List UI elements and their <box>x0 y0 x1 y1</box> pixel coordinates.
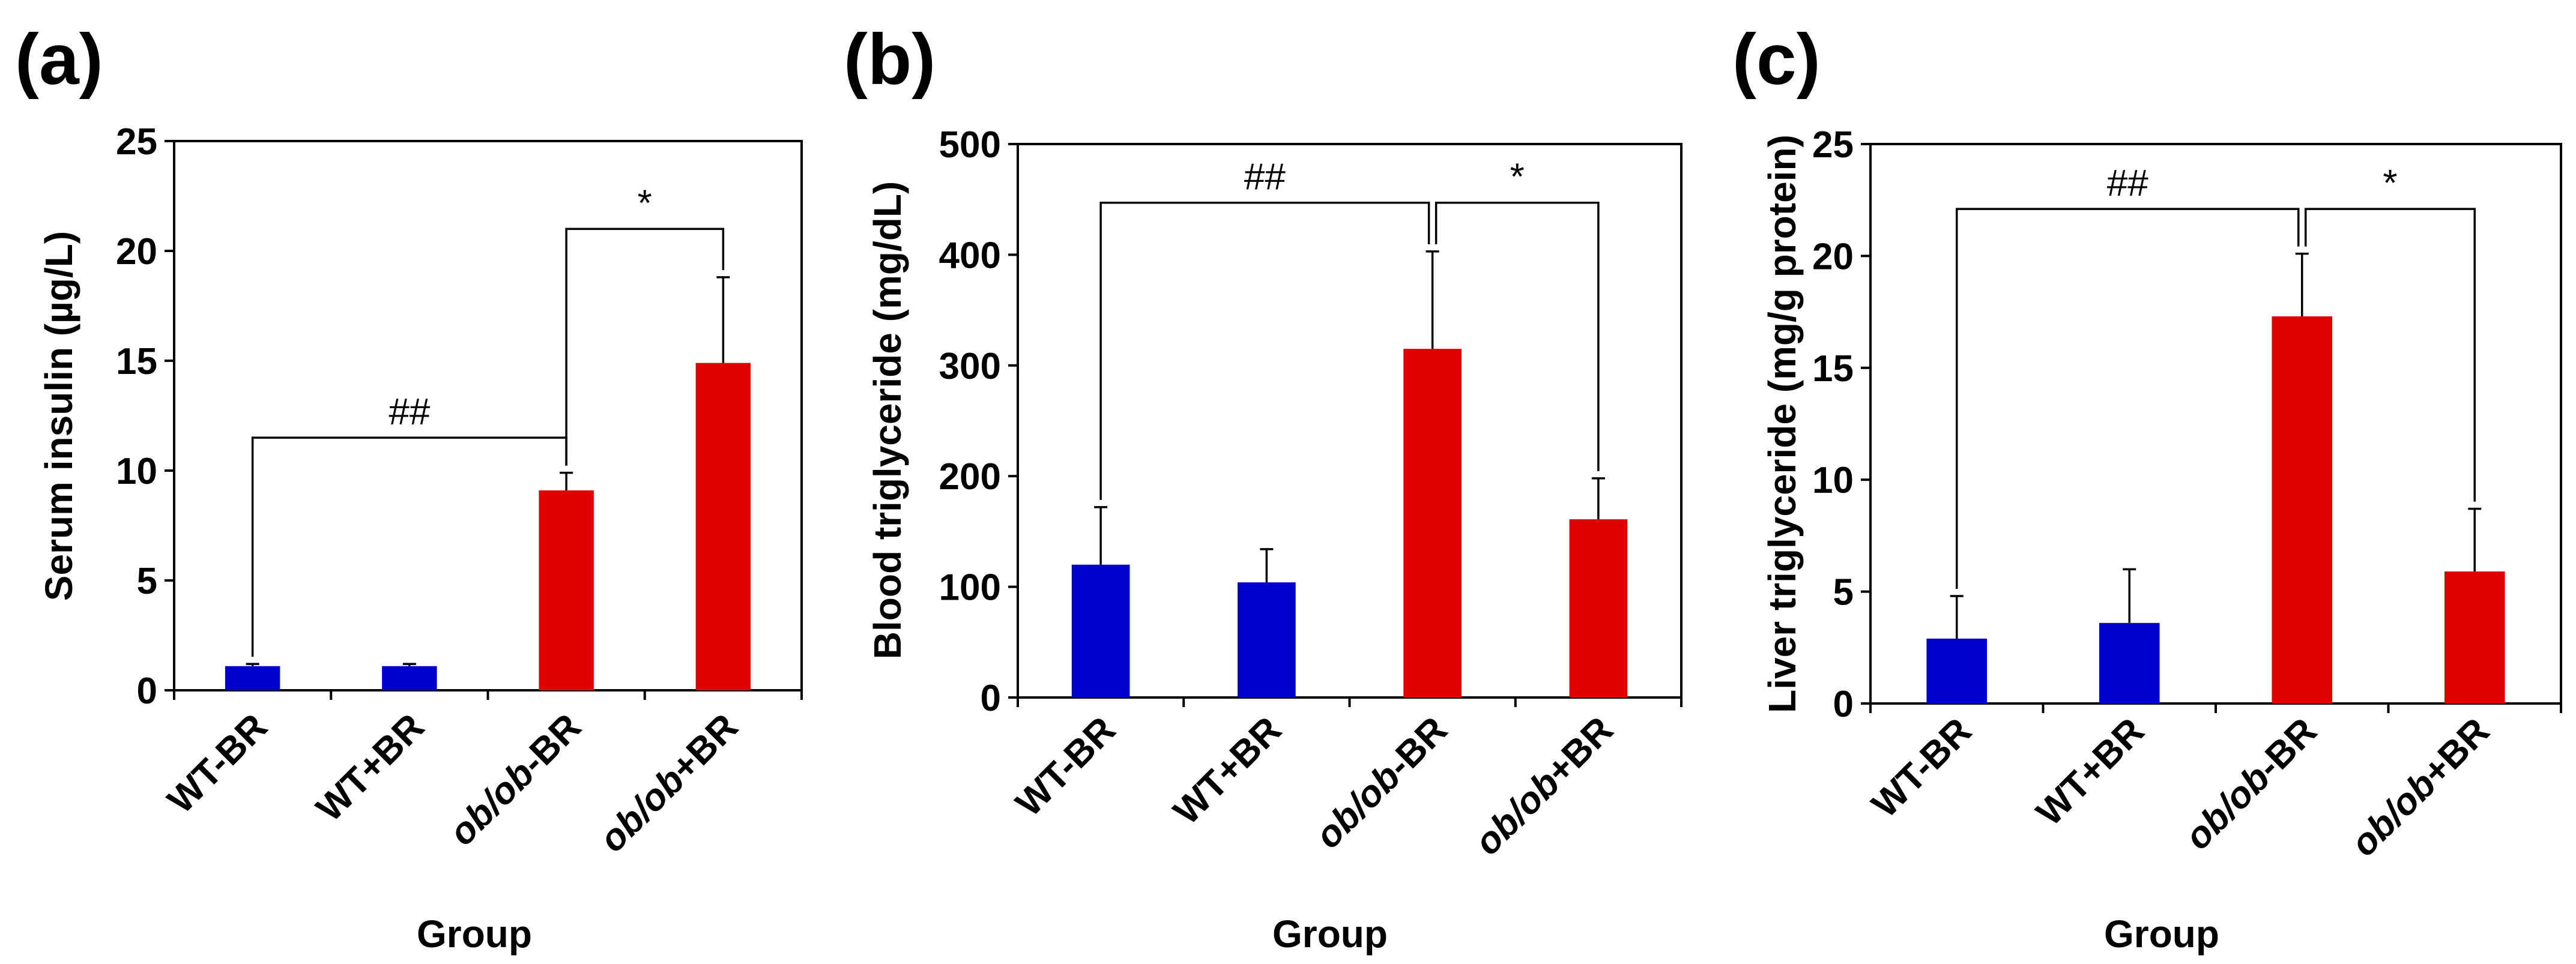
y-tick-label: 0 <box>981 678 1001 719</box>
bar <box>382 666 437 690</box>
chart-panel-3: (c) 0 5 10 15 20 25 ## * WT-BR WT+BR ob/ob-BRob/ob+… <box>1732 19 2562 956</box>
y-tick-label: 300 <box>939 346 1001 387</box>
significance-bracket <box>2305 208 2476 502</box>
bar <box>1071 564 1130 697</box>
y-tick-label: 15 <box>116 341 157 382</box>
bar <box>1238 582 1296 697</box>
significance-label: * <box>2383 163 2397 204</box>
x-category-label: WT-BR <box>1008 709 1123 824</box>
significance-label: ## <box>389 391 430 433</box>
bar <box>1926 638 1988 703</box>
significance-label: * <box>638 182 652 224</box>
x-category-label: ob/ob-BR <box>2177 710 2325 858</box>
panel-label: (b) <box>844 19 936 100</box>
significance-label: ## <box>2107 163 2148 204</box>
y-tick-label: 5 <box>137 561 157 602</box>
bar <box>1569 519 1628 697</box>
significance-bracket <box>565 227 725 466</box>
x-category-label: WT-BR <box>160 706 275 821</box>
bar <box>1403 349 1462 697</box>
y-tick-label: 0 <box>1833 684 1854 725</box>
y-tick-label: 25 <box>1812 124 1854 166</box>
y-tick-label: 400 <box>939 235 1001 276</box>
chart-panel-1: (a) 0 5 10 15 20 25 ## * WT-BR WT+BR ob/ob-BRob/ob+… <box>15 19 803 956</box>
significance-label: ## <box>1244 157 1286 198</box>
x-category-label: ob/ob-BR <box>1308 709 1456 857</box>
y-axis-label: Serum insulin (µg/L) <box>37 231 80 601</box>
x-category-label: ob/ob+BR <box>591 706 746 860</box>
significance-bracket <box>1435 201 1600 471</box>
bar <box>2272 316 2333 703</box>
y-tick-label: 200 <box>939 456 1001 498</box>
y-tick-label: 20 <box>116 231 157 273</box>
bar <box>225 666 280 690</box>
significance-label: * <box>1510 157 1525 198</box>
panel-label: (c) <box>1732 19 1821 100</box>
y-tick-label: 100 <box>939 567 1001 609</box>
x-category-label: ob/ob+BR <box>1467 709 1621 863</box>
panel-label: (a) <box>15 19 103 100</box>
x-category-label: WT-BR <box>1864 710 1979 825</box>
x-axis-label: Group <box>1272 912 1388 956</box>
y-tick-label: 25 <box>116 121 157 163</box>
y-tick-label: 10 <box>116 451 157 492</box>
bar <box>539 490 594 690</box>
x-category-label: ob/ob+BR <box>2343 710 2497 864</box>
y-tick-label: 20 <box>1812 236 1854 277</box>
x-axis-label: Group <box>2104 912 2219 956</box>
y-tick-label: 15 <box>1812 348 1854 390</box>
x-axis-label: Group <box>417 912 532 956</box>
y-axis-label: Liver triglyceride (mg/g protein) <box>1761 134 1804 713</box>
bar <box>2444 571 2505 703</box>
x-category-label: ob/ob-BR <box>441 706 589 854</box>
significance-bracket <box>251 436 567 657</box>
y-tick-label: 5 <box>1833 572 1854 613</box>
significance-bracket <box>1099 201 1430 500</box>
bar <box>695 363 751 690</box>
y-tick-label: 10 <box>1812 460 1854 501</box>
x-category-label: WT+BR <box>1166 709 1289 833</box>
significance-bracket <box>1956 208 2300 589</box>
x-category-label: WT+BR <box>2028 710 2152 834</box>
x-category-label: WT+BR <box>309 706 432 830</box>
y-tick-label: 0 <box>137 670 157 712</box>
bar <box>2099 622 2160 703</box>
y-axis-label: Blood triglyceride (mg/dL) <box>866 181 909 659</box>
y-tick-label: 500 <box>939 124 1001 166</box>
chart-panel-2: (b) 0 100 200 300 400 500 ## * WT-BR WT+BR ob/ob-BR… <box>844 19 1683 956</box>
